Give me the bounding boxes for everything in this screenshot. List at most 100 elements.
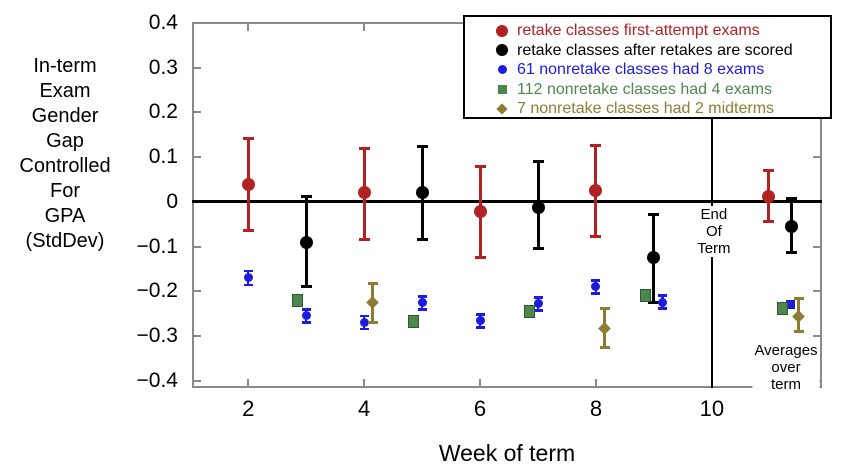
data-point-circle <box>241 178 255 192</box>
legend-label: 7 nonretake classes had 2 midterms <box>517 100 775 118</box>
error-bar-cap-top <box>475 313 485 316</box>
legend: retake classes first-attempt exams retake… <box>463 15 832 119</box>
y-tick-label: −0.2 <box>136 279 178 303</box>
x-tick-label: 2 <box>242 396 255 421</box>
error-bar-cap-bottom <box>599 345 610 349</box>
legend-row: 7 nonretake classes had 2 midterms <box>465 99 830 119</box>
error-bar-cap-bottom <box>762 220 774 223</box>
y-tick-mark-right <box>813 245 821 248</box>
x-tick-label: 6 <box>473 396 487 421</box>
data-point-circle <box>417 298 427 308</box>
data-point-circle <box>591 282 601 292</box>
data-point-circle <box>785 219 799 233</box>
legend-label: retake classes first-attempt exams <box>517 22 760 40</box>
error-bar-cap-bottom <box>359 327 369 331</box>
y-tick-label: −0.1 <box>136 234 178 258</box>
end-of-term-label: End Of Term <box>695 206 733 257</box>
error-bar-cap-bottom <box>532 246 544 250</box>
error-bar-cap-top <box>242 136 254 140</box>
error-bar-cap-top <box>648 213 660 217</box>
y-tick-mark <box>193 156 201 159</box>
error-bar-cap-bottom <box>243 283 253 287</box>
legend-marker-cell <box>491 84 513 94</box>
data-point-circle <box>301 311 311 321</box>
error-bar-cap-bottom <box>533 309 543 312</box>
y-axis-title: In-term Exam Gender Gap Controlled For G… <box>19 55 111 252</box>
square-legend-icon <box>497 84 507 94</box>
x-tick-mark <box>479 379 482 387</box>
error-bar-cap-bottom <box>793 330 804 334</box>
error-bar-cap-bottom <box>416 237 428 241</box>
data-point-circle <box>589 184 603 198</box>
data-point-circle <box>473 205 487 219</box>
data-point-circle <box>533 299 543 309</box>
x-tick-mark <box>247 379 250 387</box>
y-tick-mark-right <box>813 335 821 338</box>
legend-row: retake classes after retakes are scored <box>465 41 830 61</box>
error-bar-cap-bottom <box>417 308 427 311</box>
y-tick-mark <box>193 21 201 24</box>
y-tick-mark-right <box>813 156 821 159</box>
error-bar-cap-top <box>359 314 369 318</box>
x-tick-mark-top <box>247 23 250 31</box>
circle-legend-icon <box>497 65 507 75</box>
y-tick-label: 0 <box>166 189 178 213</box>
error-bar-cap-top <box>786 196 798 200</box>
end-of-term-line <box>710 22 713 388</box>
data-point-circle <box>243 273 253 283</box>
y-tick-label: 0.1 <box>148 145 178 169</box>
x-tick-mark <box>363 379 366 387</box>
legend-marker-cell <box>491 24 513 37</box>
data-point-circle <box>359 318 369 328</box>
error-bar-cap-top <box>243 269 253 273</box>
data-point-circle <box>761 189 775 203</box>
data-point-circle <box>531 200 545 214</box>
error-bar-cap-top <box>599 306 610 310</box>
circle-legend-icon <box>496 24 508 37</box>
error-bar-cap-bottom <box>474 255 486 259</box>
error-bar-cap-top <box>590 144 602 148</box>
legend-label: 61 nonretake classes had 8 exams <box>517 61 765 79</box>
legend-row: 61 nonretake classes had 8 exams <box>465 60 830 80</box>
legend-marker-cell <box>491 44 513 57</box>
error-bar-cap-bottom <box>590 234 602 238</box>
data-point-square <box>777 302 789 316</box>
error-bar-cap-top <box>591 279 601 282</box>
data-point-circle <box>647 251 661 265</box>
error-bar-cap-top <box>300 195 312 199</box>
error-bar-cap-bottom <box>242 228 254 232</box>
x-tick-label: 8 <box>589 396 603 421</box>
data-point-square <box>523 305 535 319</box>
y-tick-label: 0.3 <box>148 55 178 79</box>
data-point-circle <box>357 185 371 199</box>
error-bar-cap-bottom <box>658 307 668 310</box>
averages-label: Averages over term <box>752 342 820 393</box>
error-bar-cap-bottom <box>367 320 378 324</box>
x-tick-label: 4 <box>358 396 371 421</box>
y-tick-mark <box>193 379 201 382</box>
error-bar-cap-bottom <box>301 321 311 324</box>
error-bar-cap-top <box>762 168 774 172</box>
y-tick-mark <box>193 290 201 293</box>
error-bar-cap-bottom <box>475 326 485 329</box>
data-point-circle <box>658 297 668 307</box>
error-bar-cap-top <box>358 147 370 151</box>
legend-marker-cell <box>491 65 513 75</box>
data-point-circle <box>415 185 429 199</box>
y-tick-mark <box>193 245 201 248</box>
error-bar-cap-top <box>301 308 311 311</box>
data-point-square <box>639 289 651 303</box>
error-bar-cap-bottom <box>358 237 370 241</box>
y-tick-label: 0.4 <box>148 10 178 34</box>
y-tick-label: −0.4 <box>136 368 178 392</box>
y-tick-mark <box>193 66 201 69</box>
diamond-legend-icon <box>496 103 508 115</box>
error-bar-cap-top <box>658 294 668 297</box>
y-tick-mark-right <box>813 290 821 293</box>
error-bar-cap-bottom <box>300 284 312 288</box>
error-bar-cap-bottom <box>648 300 660 304</box>
data-point-circle <box>299 235 313 249</box>
error-bar-cap-bottom <box>591 292 601 295</box>
legend-label: retake classes after retakes are scored <box>517 41 793 59</box>
